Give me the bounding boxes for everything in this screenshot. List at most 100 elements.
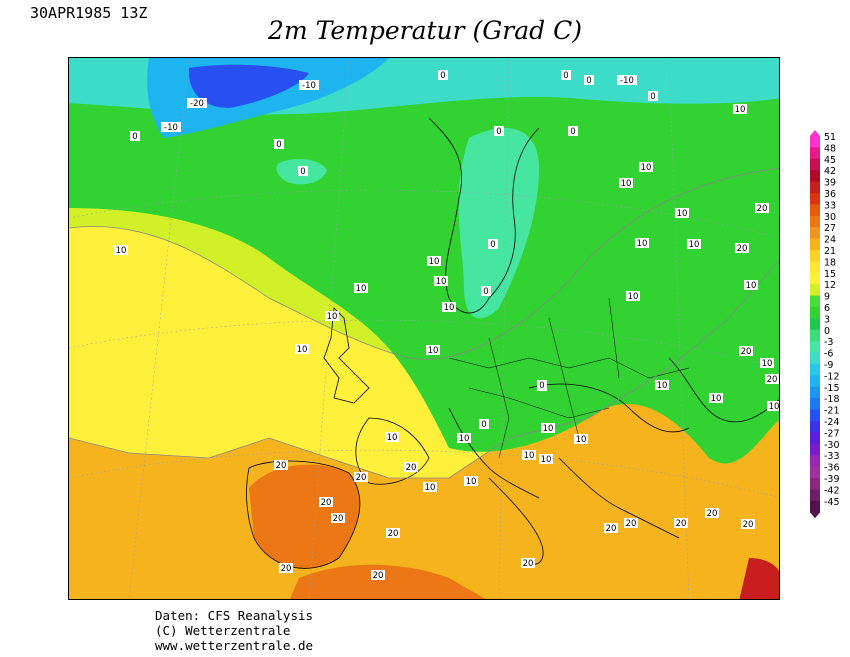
greenland-very-cold <box>188 64 309 108</box>
legend-tick-label: 36 <box>824 189 836 200</box>
svg-text:10: 10 <box>689 240 700 250</box>
contour-label: 10 <box>626 291 640 302</box>
legend-swatch <box>810 318 820 331</box>
svg-text:20: 20 <box>321 498 332 508</box>
legend-tick-label: -42 <box>824 485 840 496</box>
contour-label: -10 <box>161 122 181 133</box>
legend-swatch <box>810 443 820 456</box>
legend-tick-label: -33 <box>824 451 840 462</box>
svg-text:20: 20 <box>356 473 367 483</box>
credits-data-source: Daten: CFS Reanalysis <box>155 608 314 623</box>
legend-tick-label: 15 <box>824 269 836 280</box>
legend-swatch <box>810 215 820 228</box>
legend-tick-label: 21 <box>824 246 836 257</box>
legend-swatch <box>810 284 820 297</box>
legend-swatch <box>810 227 820 240</box>
contour-label: 10 <box>354 283 368 294</box>
temperature-map[interactable]: -20 -10 -10 -10 0 0 0 0 0 0 0 10 10 10 1… <box>68 57 780 600</box>
svg-text:10: 10 <box>543 424 554 434</box>
legend-tick-label: -39 <box>824 474 840 485</box>
svg-text:0: 0 <box>276 140 281 150</box>
svg-text:10: 10 <box>387 433 398 443</box>
svg-text:-10: -10 <box>164 123 178 133</box>
svg-text:10: 10 <box>428 346 439 356</box>
legend-swatch <box>810 341 820 354</box>
svg-text:0: 0 <box>481 420 486 430</box>
contour-label: 0 <box>568 126 578 137</box>
contour-label: 20 <box>371 570 385 581</box>
contour-label: 20 <box>674 518 688 529</box>
legend-swatch <box>810 250 820 262</box>
legend-tick-label: -18 <box>824 394 840 405</box>
svg-text:0: 0 <box>300 167 305 177</box>
legend-tick-label: 45 <box>824 155 836 166</box>
svg-text:10: 10 <box>677 209 688 219</box>
contour-label: 10 <box>442 302 456 313</box>
credits-url[interactable]: www.wetterzentrale.de <box>155 638 314 653</box>
contour-label: 10 <box>709 393 723 404</box>
mild-north-region <box>69 58 779 464</box>
contour-label: -20 <box>187 98 207 109</box>
svg-text:10: 10 <box>628 292 639 302</box>
svg-text:10: 10 <box>641 163 652 173</box>
svg-text:20: 20 <box>406 463 417 473</box>
credits: Daten: CFS Reanalysis (C) Wetterzentrale… <box>155 608 313 653</box>
contour-label: 10 <box>675 208 689 219</box>
contour-label: 20 <box>319 497 333 508</box>
contour-label: -10 <box>617 75 637 86</box>
contour-label: 0 <box>298 166 308 177</box>
svg-text:20: 20 <box>757 204 768 214</box>
contour-label: 20 <box>705 508 719 519</box>
svg-text:20: 20 <box>373 571 384 581</box>
svg-text:10: 10 <box>327 312 338 322</box>
contour-label: 10 <box>733 104 747 115</box>
legend-tick-label: -30 <box>824 440 840 451</box>
contour-label: 20 <box>755 203 769 214</box>
legend-tick-label: 33 <box>824 200 836 211</box>
legend-swatch <box>810 375 820 388</box>
contour-label: 10 <box>760 358 774 369</box>
svg-text:0: 0 <box>496 127 501 137</box>
svg-text:-10: -10 <box>620 76 634 86</box>
contour-label: 20 <box>604 523 618 534</box>
legend-swatch <box>810 147 820 160</box>
legend-swatch <box>810 204 820 217</box>
svg-text:10: 10 <box>459 434 470 444</box>
svg-text:10: 10 <box>524 451 535 461</box>
svg-text:-20: -20 <box>190 99 204 109</box>
contour-label: 0 <box>648 91 658 102</box>
legend-tick-label: -3 <box>824 337 833 348</box>
svg-text:20: 20 <box>388 529 399 539</box>
svg-text:10: 10 <box>466 477 477 487</box>
contour-label: 0 <box>481 286 491 297</box>
legend-swatch <box>810 295 820 308</box>
legend-tick-label: 48 <box>824 143 836 154</box>
contour-label: 0 <box>479 419 489 430</box>
contour-label: 20 <box>521 558 535 569</box>
contour-label: 0 <box>274 139 284 150</box>
contour-label: 10 <box>457 433 471 444</box>
svg-text:20: 20 <box>676 519 687 529</box>
svg-text:10: 10 <box>576 435 587 445</box>
warm-south-region <box>69 260 779 599</box>
svg-text:0: 0 <box>132 132 137 142</box>
svg-text:10: 10 <box>541 455 552 465</box>
legend-tick-label: 9 <box>824 292 830 303</box>
contour-label: 20 <box>739 346 753 357</box>
legend-swatch <box>810 421 820 433</box>
legend-swatch <box>810 181 820 194</box>
contour-label: 10 <box>639 162 653 173</box>
scandinavia-cool <box>458 128 539 319</box>
chart-title: 2m Temperatur (Grad C) <box>268 16 582 45</box>
svg-text:10: 10 <box>657 381 668 391</box>
legend-swatch <box>810 489 820 502</box>
legend-swatch <box>810 398 820 411</box>
legend-tick-label: -21 <box>824 406 840 417</box>
legend-tick-label: 12 <box>824 280 836 291</box>
legend-swatch <box>810 352 820 365</box>
svg-text:10: 10 <box>444 303 455 313</box>
contour-label: 0 <box>494 126 504 137</box>
legend-swatch <box>810 193 820 205</box>
legend-tick-label: -9 <box>824 360 833 371</box>
svg-text:10: 10 <box>711 394 722 404</box>
